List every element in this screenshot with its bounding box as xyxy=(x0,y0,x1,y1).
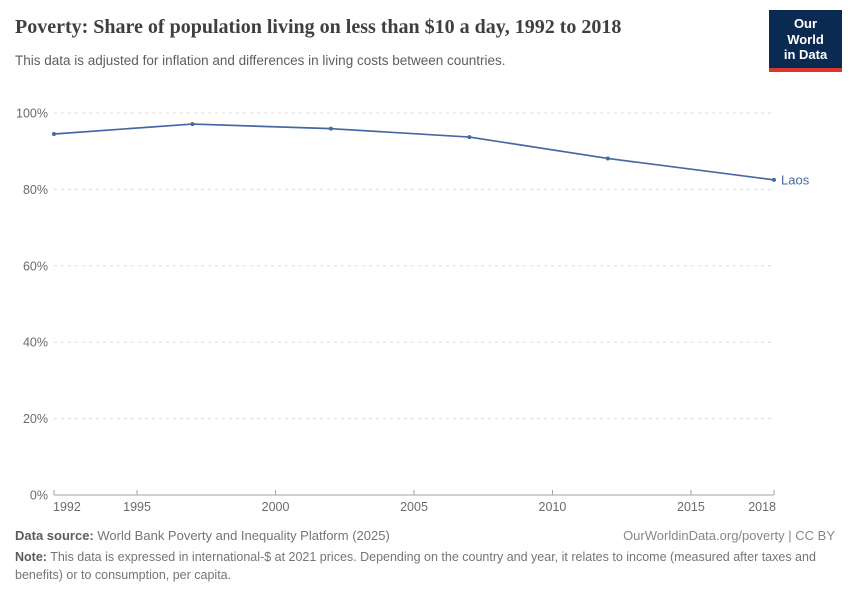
note-label: Note: xyxy=(15,550,47,564)
data-source-value: World Bank Poverty and Inequality Platfo… xyxy=(93,528,390,543)
owid-logo-line1: Our World xyxy=(787,16,824,47)
y-tick-label: 20% xyxy=(23,412,48,426)
x-tick-label: 1992 xyxy=(53,500,81,514)
data-point xyxy=(605,156,610,161)
owid-logo-line2: in Data xyxy=(783,47,828,63)
note-text: Note: This data is expressed in internat… xyxy=(15,548,835,584)
chart-subtitle: This data is adjusted for inflation and … xyxy=(15,53,506,68)
data-point xyxy=(190,122,195,127)
y-tick-label: 80% xyxy=(23,183,48,197)
x-tick-label: 2005 xyxy=(400,500,428,514)
series-line xyxy=(53,123,775,181)
data-source-text: Data source: World Bank Poverty and Ineq… xyxy=(15,528,390,543)
data-point xyxy=(328,126,333,131)
owid-logo[interactable]: Our World in Data xyxy=(769,10,842,72)
data-point xyxy=(772,177,776,182)
x-tick-label: 2018 xyxy=(748,500,776,514)
data-point xyxy=(467,135,472,140)
chart-header: Poverty: Share of population living on l… xyxy=(15,13,755,70)
data-source-label: Data source: xyxy=(15,528,94,543)
source-row: Data source: World Bank Poverty and Ineq… xyxy=(15,528,835,543)
attribution-link[interactable]: OurWorldinData.org/poverty | CC BY xyxy=(623,528,835,543)
page-title: Poverty: Share of population living on l… xyxy=(15,16,622,38)
line-chart-svg: 0% 20% 40% 60% 80% 100% 1992 1995 2000 2005 2010 20… xyxy=(16,107,810,515)
series-end-label: Laos xyxy=(781,172,810,187)
y-tick-label: 40% xyxy=(23,336,48,350)
y-tick-label: 60% xyxy=(23,259,48,273)
x-tick-label: 2015 xyxy=(677,500,705,514)
y-tick-label: 100% xyxy=(16,107,48,121)
chart-footer: Data source: World Bank Poverty and Ineq… xyxy=(15,528,835,584)
note-value: This data is expressed in international-… xyxy=(15,550,816,583)
plot-area: 0% 20% 40% 60% 80% 100% 1992 1995 2000 2005 2010 20… xyxy=(0,95,850,520)
y-tick-label: 0% xyxy=(30,489,48,503)
x-tick-label: 2000 xyxy=(262,500,290,514)
data-point xyxy=(52,132,56,137)
x-tick-label: 2010 xyxy=(539,500,567,514)
x-tick-label: 1995 xyxy=(123,500,151,514)
